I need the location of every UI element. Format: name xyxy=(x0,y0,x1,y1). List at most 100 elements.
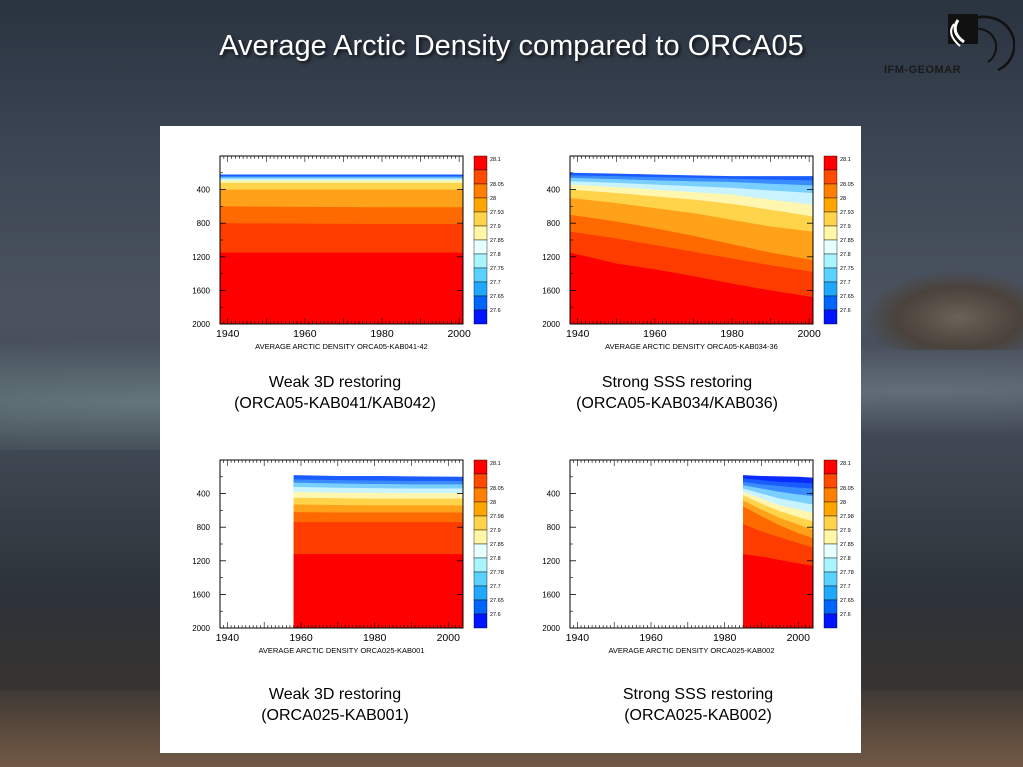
caption-line-2: (ORCA05-KAB041/KAB042) xyxy=(234,395,436,412)
x-tick-label: 2000 xyxy=(437,632,461,644)
density-plot-orca05-kab041-42: 1940 1960 1980 2000 400 800 1200 1600 2000 AVERAG… xyxy=(192,155,504,351)
colorbar-label: 28.1 xyxy=(490,157,501,163)
colorbar-swatch xyxy=(473,211,488,227)
x-tick-label: 1960 xyxy=(293,328,317,340)
colorbar-swatch xyxy=(823,613,838,629)
y-tick-label: 1200 xyxy=(192,253,210,262)
colorbar-swatch xyxy=(473,529,488,545)
colorbar-swatch xyxy=(823,459,838,475)
colorbar-label: 27.7 xyxy=(490,584,501,590)
colorbar-label: 27.9 xyxy=(840,528,851,534)
y-tick-label: 800 xyxy=(197,219,211,228)
colorbar-label: 27.6 xyxy=(840,308,851,314)
colorbar-label: 27.75 xyxy=(840,266,854,272)
colorbar-swatch xyxy=(823,155,838,171)
colorbar-swatch xyxy=(823,529,838,545)
colorbar-label: 27.93 xyxy=(840,210,854,216)
colorbar-label: 27.85 xyxy=(840,542,854,548)
density-plot-orca025-kab002: 1940 1960 1980 2000 400 800 1200 1600 2000 AVERAG… xyxy=(542,459,854,655)
figure-panel: 1940 1960 1980 2000 400 800 1200 1600 2000 AVERAG… xyxy=(160,126,861,753)
colorbar-label: 28.05 xyxy=(490,486,504,492)
colorbar-swatch xyxy=(823,211,838,227)
colorbar-label: 28.05 xyxy=(840,486,854,492)
y-tick-label: 400 xyxy=(197,186,211,195)
colorbar-swatch xyxy=(473,473,488,489)
colorbar-label: 27.93 xyxy=(490,210,504,216)
colorbar-label: 27.9 xyxy=(490,528,501,534)
colorbar-label: 28.1 xyxy=(840,157,851,163)
colorbar-swatch xyxy=(823,197,838,213)
colorbar-swatch xyxy=(823,585,838,601)
x-tick-label: 1960 xyxy=(289,632,313,644)
colorbar-label: 27.65 xyxy=(840,598,854,604)
caption-strong-sss-orca025: Strong SSS restoring (ORCA025-KAB002) xyxy=(563,684,833,726)
y-tick-label: 1200 xyxy=(542,557,560,566)
colorbar-swatch xyxy=(823,253,838,269)
colorbar-swatch xyxy=(473,309,488,325)
colorbar-label: 27.78 xyxy=(490,570,504,576)
y-tick-label: 400 xyxy=(547,186,561,195)
density-layer-9 xyxy=(220,252,463,324)
colorbar-swatch xyxy=(473,239,488,255)
colorbar-swatch xyxy=(473,571,488,587)
caption-weak-3d-orca05: Weak 3D restoring (ORCA05-KAB041/KAB042) xyxy=(200,372,470,414)
y-tick-label: 1600 xyxy=(192,590,210,599)
caption-line-1: Weak 3D restoring xyxy=(268,686,402,703)
slide-title: Average Arctic Density compared to ORCA0… xyxy=(219,30,804,62)
colorbar-swatch xyxy=(473,501,488,517)
y-tick-label: 400 xyxy=(547,490,561,499)
colorbar-swatch xyxy=(823,295,838,311)
colorbar-label: 27.75 xyxy=(490,266,504,272)
colorbar-swatch xyxy=(473,585,488,601)
colorbar-label: 27.6 xyxy=(490,612,501,618)
colorbar-swatch xyxy=(473,225,488,241)
logo-text: IFM-GEOMAR xyxy=(884,64,962,76)
colorbar-label: 27.78 xyxy=(840,570,854,576)
chart-title: AVERAGE ARCTIC DENSITY ORCA025-KAB001 xyxy=(258,646,424,655)
colorbar-label: 27.65 xyxy=(490,598,504,604)
colorbar-swatch xyxy=(473,197,488,213)
colorbar-swatch xyxy=(823,267,838,283)
x-tick-label: 1960 xyxy=(643,328,667,340)
caption-strong-sss-orca05: Strong SSS restoring (ORCA05-KAB034/KAB0… xyxy=(542,372,812,414)
y-tick-label: 1600 xyxy=(542,590,560,599)
y-tick-label: 1200 xyxy=(192,557,210,566)
colorbar-label: 27.7 xyxy=(840,280,851,286)
y-tick-label: 1200 xyxy=(542,253,560,262)
colorbar-label: 27.9 xyxy=(490,224,501,230)
caption-line-2: (ORCA025-KAB001) xyxy=(261,707,409,724)
colorbar-label: 27.7 xyxy=(490,280,501,286)
colorbar-label: 28 xyxy=(490,500,496,506)
colorbar-label: 27.65 xyxy=(840,294,854,300)
y-tick-label: 1600 xyxy=(192,286,210,295)
x-tick-label: 1980 xyxy=(713,632,737,644)
x-tick-label: 1980 xyxy=(370,328,394,340)
colorbar-swatch xyxy=(473,155,488,171)
chart-title: AVERAGE ARCTIC DENSITY ORCA05-KAB034-36 xyxy=(605,342,778,351)
y-tick-label: 800 xyxy=(197,523,211,532)
ifm-geomar-logo xyxy=(948,14,1015,72)
colorbar-label: 27.7 xyxy=(840,584,851,590)
colorbar-swatch xyxy=(473,459,488,475)
colorbar-swatch xyxy=(823,239,838,255)
colorbar-label: 27.8 xyxy=(840,252,851,258)
caption-weak-3d-orca025: Weak 3D restoring (ORCA025-KAB001) xyxy=(200,684,470,726)
density-layer-9 xyxy=(570,252,813,324)
colorbar-swatch xyxy=(473,295,488,311)
x-tick-label: 1940 xyxy=(566,328,590,340)
colorbar-swatch xyxy=(473,487,488,503)
colorbar-swatch xyxy=(823,557,838,573)
x-tick-label: 1980 xyxy=(720,328,744,340)
colorbar-swatch xyxy=(473,613,488,629)
colorbar-label: 27.8 xyxy=(840,556,851,562)
y-tick-label: 800 xyxy=(547,219,561,228)
colorbar-label: 27.85 xyxy=(490,542,504,548)
colorbar-label: 27.98 xyxy=(840,514,854,520)
density-plot-orca05-kab034-36: 1940 1960 1980 2000 400 800 1200 1600 2000 AVERAG… xyxy=(542,155,854,351)
colorbar-swatch xyxy=(473,543,488,559)
colorbar-swatch xyxy=(823,515,838,531)
y-tick-label: 2000 xyxy=(542,320,560,329)
colorbar-swatch xyxy=(473,267,488,283)
x-tick-label: 2000 xyxy=(787,632,811,644)
colorbar-swatch xyxy=(823,183,838,199)
